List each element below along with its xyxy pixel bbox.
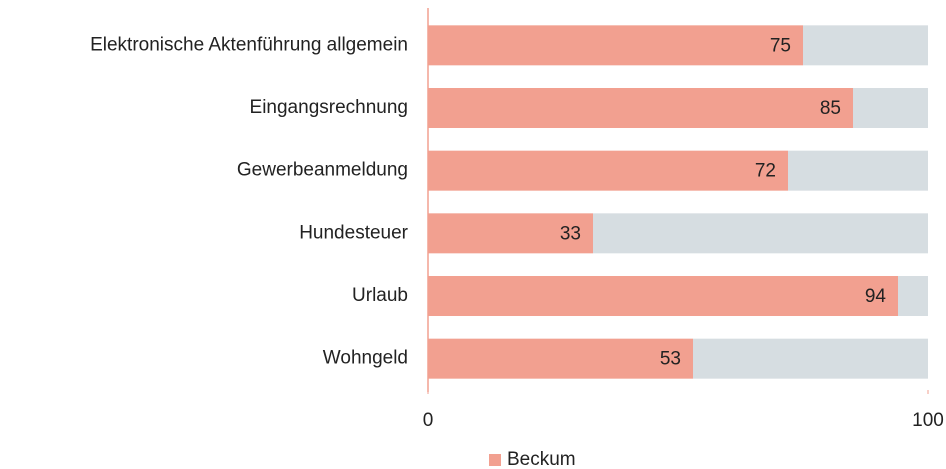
data-label: 85 <box>820 98 841 119</box>
y-tick-label: Hundesteuer <box>299 222 408 243</box>
data-label: 72 <box>755 161 776 182</box>
bar <box>428 150 788 191</box>
x-tick-label: 0 <box>423 410 434 431</box>
data-label: 94 <box>865 286 887 307</box>
data-label: 33 <box>560 223 581 244</box>
bar-background <box>788 150 928 191</box>
data-label: 53 <box>660 349 681 370</box>
y-tick-label: Elektronische Aktenführung allgemein <box>90 34 408 55</box>
bar-background <box>898 276 928 316</box>
legend-swatch <box>489 454 501 466</box>
bar-background <box>593 213 928 254</box>
bar-background <box>693 338 928 379</box>
bar <box>428 25 803 66</box>
legend-label: Beckum <box>507 449 576 469</box>
bar <box>428 338 693 379</box>
data-label: 75 <box>770 35 791 56</box>
bar <box>428 276 898 316</box>
y-tick-label: Eingangsrechnung <box>250 97 408 118</box>
bar-background <box>853 88 928 128</box>
x-tick-label: 100 <box>912 410 944 431</box>
bar <box>428 88 853 128</box>
bar-background <box>803 25 928 66</box>
y-tick-label: Wohngeld <box>323 348 408 369</box>
y-tick-label: Urlaub <box>352 285 408 306</box>
y-tick-label: Gewerbeanmeldung <box>237 160 408 181</box>
bar <box>428 213 593 254</box>
